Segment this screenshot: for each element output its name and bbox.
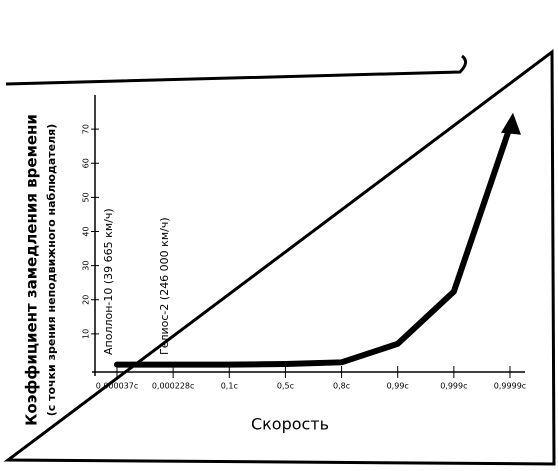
x-tick-label: 0,5c <box>277 382 294 391</box>
data-line <box>114 123 513 368</box>
annotation: Гелиос-2 (246 000 км/ч) <box>158 217 171 355</box>
y-tick-label: 50 <box>82 192 91 202</box>
y-label-sub: (с точки зрения неподвижного наблюдателя… <box>45 124 58 417</box>
annotation: Аполлон-10 (39 665 км/ч) <box>102 208 115 355</box>
x-tick-label: 0,999c <box>440 382 467 391</box>
x-label: Скорость <box>251 415 329 434</box>
y-tick-label: 30 <box>82 261 91 271</box>
x-tick-label: 0,8c <box>333 382 350 391</box>
x-tick-label: 0,1c <box>221 382 238 391</box>
y-tick-label: 10 <box>82 329 91 339</box>
y-tick-label: 40 <box>82 226 91 236</box>
x-tick-label: 0,000037c <box>96 382 139 391</box>
y-tick-label: 70 <box>82 124 91 134</box>
y-label: Коэффициент замедления времени <box>23 114 41 426</box>
arrow-head <box>501 112 521 135</box>
y-tick-label: 20 <box>82 295 91 305</box>
y-tick-label: 60 <box>82 158 91 168</box>
frame <box>3 49 556 466</box>
x-tick-label: 0,9999c <box>494 382 526 391</box>
x-tick-label: 0,99c <box>387 382 409 391</box>
x-tick-label: 0,000228c <box>152 382 195 391</box>
